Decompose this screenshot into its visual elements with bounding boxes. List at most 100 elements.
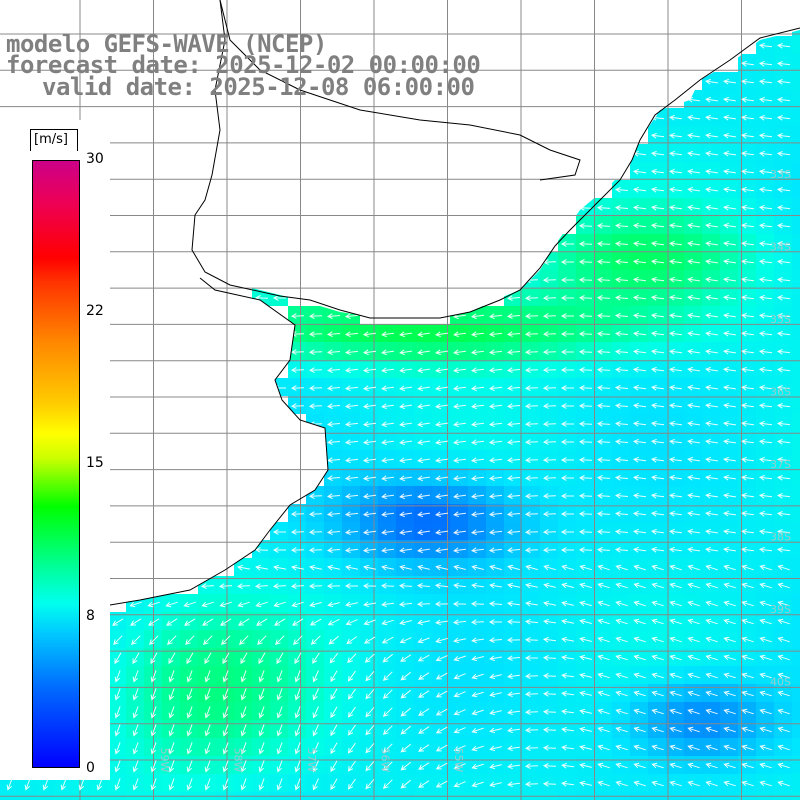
wind-arrow xyxy=(776,241,791,247)
wind-cell xyxy=(666,684,684,702)
wind-cell xyxy=(540,468,558,486)
wind-arrow xyxy=(204,688,211,701)
wind-cell xyxy=(792,522,800,540)
wind-cell xyxy=(486,774,504,792)
wind-cell xyxy=(414,486,432,504)
wind-arrow xyxy=(506,313,521,319)
wind-arrow xyxy=(204,724,211,737)
wind-cell xyxy=(486,540,504,558)
wind-cell xyxy=(666,594,684,612)
wind-cell xyxy=(252,648,270,666)
wind-arrow xyxy=(183,601,196,608)
wind-arrow xyxy=(723,528,736,535)
wind-cell xyxy=(486,324,504,342)
wind-cell xyxy=(738,396,756,414)
wind-cell xyxy=(522,720,540,738)
wind-arrow xyxy=(578,295,593,301)
wind-cell xyxy=(558,270,576,288)
wind-arrow xyxy=(149,635,159,646)
wind-cell xyxy=(792,36,800,54)
wind-cell xyxy=(648,414,666,432)
wind-cell xyxy=(612,432,630,450)
wind-arrow xyxy=(669,348,682,355)
wind-cell xyxy=(612,666,630,684)
wind-arrow xyxy=(400,689,412,699)
wind-arrow xyxy=(365,779,375,790)
wind-arrow xyxy=(326,547,341,553)
wind-cell xyxy=(558,612,576,630)
wind-arrow xyxy=(597,762,610,769)
wind-arrow xyxy=(669,564,682,571)
wind-arrow xyxy=(651,726,664,733)
wind-arrow xyxy=(272,295,286,301)
wind-cell xyxy=(162,630,180,648)
wind-cell xyxy=(756,198,774,216)
wind-cell xyxy=(396,432,414,450)
wind-cell xyxy=(126,738,144,756)
wind-cell xyxy=(288,648,306,666)
wind-arrow xyxy=(258,724,265,737)
wind-arrow xyxy=(434,601,449,607)
wind-cell xyxy=(450,594,468,612)
wind-cell xyxy=(612,234,630,252)
wind-arrow xyxy=(615,762,628,769)
wind-arrow xyxy=(614,421,629,427)
wind-cell xyxy=(396,720,414,738)
wind-cell xyxy=(468,504,486,522)
wind-cell xyxy=(756,486,774,504)
wind-arrow xyxy=(294,688,301,701)
wind-arrow xyxy=(614,349,629,355)
wind-cell xyxy=(774,486,792,504)
wind-arrow xyxy=(274,618,286,626)
wind-cell xyxy=(468,522,486,540)
wind-arrow xyxy=(669,546,682,553)
wind-arrow xyxy=(347,653,357,664)
wind-arrow xyxy=(132,778,139,791)
wind-cell xyxy=(738,108,756,126)
wind-cell xyxy=(270,774,288,792)
wind-cell xyxy=(234,630,252,648)
wind-cell xyxy=(792,558,800,576)
wind-arrow xyxy=(240,724,247,737)
wind-cell xyxy=(540,414,558,432)
wind-cell xyxy=(558,378,576,396)
wind-cell xyxy=(648,360,666,378)
wind-cell xyxy=(648,756,666,774)
wind-cell xyxy=(684,504,702,522)
wind-cell xyxy=(720,414,738,432)
wind-arrow xyxy=(777,762,790,769)
wind-arrow xyxy=(308,547,323,553)
wind-cell xyxy=(432,720,450,738)
wind-arrow xyxy=(615,618,628,625)
wind-arrow xyxy=(166,618,178,626)
wind-cell xyxy=(756,54,774,72)
wind-arrow xyxy=(723,402,736,409)
wind-arrow xyxy=(308,511,323,517)
wind-cell xyxy=(738,72,756,90)
wind-cell xyxy=(684,540,702,558)
wind-cell xyxy=(558,540,576,558)
wind-cell xyxy=(306,630,324,648)
wind-cell xyxy=(666,342,684,360)
wind-arrow xyxy=(759,780,772,787)
wind-arrow xyxy=(312,724,319,737)
wind-cell xyxy=(756,72,774,90)
wind-arrow xyxy=(776,259,791,265)
wind-cell xyxy=(540,522,558,540)
wind-cell xyxy=(612,738,630,756)
wind-cell xyxy=(432,522,450,540)
wind-arrow xyxy=(506,600,521,607)
wind-arrow xyxy=(112,618,124,626)
wind-arrow xyxy=(326,583,341,589)
wind-cell xyxy=(648,162,666,180)
wind-arrow xyxy=(669,294,682,301)
wind-arrow xyxy=(507,691,520,698)
wind-cell xyxy=(684,162,702,180)
wind-cell xyxy=(774,126,792,144)
wind-arrow xyxy=(114,724,121,737)
wind-arrow xyxy=(398,601,413,607)
wind-cell xyxy=(738,324,756,342)
wind-vectors xyxy=(5,42,791,791)
